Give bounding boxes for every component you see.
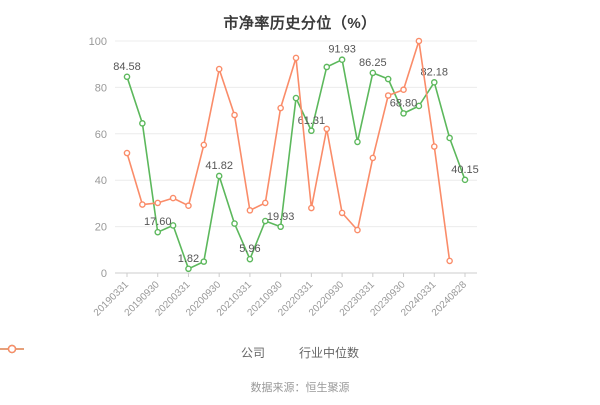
industry-median-data-point: [215, 65, 223, 73]
company-data-point: [277, 223, 284, 231]
industry-median-data-point: [123, 149, 131, 157]
industry-median-data-point: [308, 204, 315, 212]
industry-median-data-point: [323, 125, 331, 133]
company-data-point: [246, 255, 254, 263]
legend-label-company: 公司: [240, 346, 265, 360]
company-data-label: 5.96: [239, 243, 260, 255]
data-source-note: 数据来源：恒生聚源: [250, 382, 350, 394]
company-data-point: [154, 228, 162, 236]
industry-median-data-point: [246, 207, 254, 214]
industry-median-data-point: [139, 201, 146, 208]
industry-median-line: [126, 40, 451, 262]
company-data-label: 41.82: [205, 160, 233, 172]
industry-median-data-point: [185, 202, 192, 210]
company-data-label: 68.80: [390, 97, 418, 109]
company-data-point: [415, 102, 423, 110]
chart-title: 市净率历史分位（%）: [223, 15, 377, 32]
company-data-point: [430, 79, 438, 86]
industry-median-data-point: [154, 199, 162, 207]
industry-median-data-point: [200, 141, 208, 149]
industry-median-data-point: [369, 154, 377, 162]
company-data-point: [369, 69, 377, 77]
industry-median-data-point: [446, 257, 453, 265]
company-data-point: [354, 138, 361, 146]
chart-legend: 公司 行业中位数: [0, 344, 600, 361]
y-axis-tick-label: 100: [89, 36, 107, 48]
industry-median-data-point: [292, 54, 300, 62]
y-axis-tick-label: 60: [95, 129, 107, 141]
industry-median-data-point: [277, 104, 284, 112]
industry-median-data-point: [231, 111, 238, 119]
company-data-point: [200, 258, 208, 265]
company-data-point: [308, 127, 315, 135]
company-data-point: [323, 63, 331, 71]
industry-median-data-point: [338, 209, 346, 217]
company-data-point: [384, 75, 392, 83]
industry-median-data-point: [400, 86, 407, 94]
company-data-label: 84.58: [113, 61, 141, 73]
company-data-label: 17.60: [144, 216, 172, 228]
company-data-point: [446, 134, 453, 142]
industry-median-data-point: [384, 92, 392, 99]
company-data-point: [231, 220, 238, 227]
company-data-point: [292, 94, 300, 102]
industry-median-legend-marker: [0, 344, 24, 354]
company-data-label: 61.31: [298, 115, 326, 127]
company-data-point: [185, 265, 192, 273]
company-data-label: 82.18: [421, 66, 449, 78]
company-data-point: [261, 217, 269, 225]
company-data-point: [139, 120, 146, 127]
company-data-point: [215, 172, 223, 180]
y-axis-tick-label: 20: [95, 222, 107, 234]
company-data-label: 40.15: [451, 164, 479, 176]
company-data-point: [169, 222, 177, 229]
line-chart: 0204060801002019033120190930202003312020…: [89, 36, 479, 319]
company-data-point: [123, 73, 131, 81]
industry-median-data-point: [415, 37, 423, 45]
company-data-label: 91.93: [328, 44, 356, 56]
company-data-point: [461, 176, 469, 184]
company-data-label: 86.25: [359, 57, 387, 69]
company-data-point: [400, 110, 407, 117]
y-axis-tick-label: 80: [95, 82, 107, 94]
company-data-label: 1.82: [178, 253, 199, 265]
company-data-label: 19.93: [267, 211, 295, 223]
legend-item-company[interactable]: 公司: [0, 344, 265, 361]
industry-median-data-point: [354, 226, 361, 234]
y-axis-tick-label: 40: [95, 175, 107, 187]
industry-median-data-point: [169, 194, 177, 202]
legend-label-industry-median: 行业中位数: [299, 346, 360, 360]
legend-item-industry-median[interactable]: 行业中位数: [0, 344, 360, 361]
y-axis-tick-label: 0: [101, 268, 107, 280]
industry-median-data-point: [261, 199, 269, 207]
company-line: [126, 58, 466, 270]
company-data-point: [338, 56, 346, 64]
industry-median-data-point: [430, 143, 438, 150]
